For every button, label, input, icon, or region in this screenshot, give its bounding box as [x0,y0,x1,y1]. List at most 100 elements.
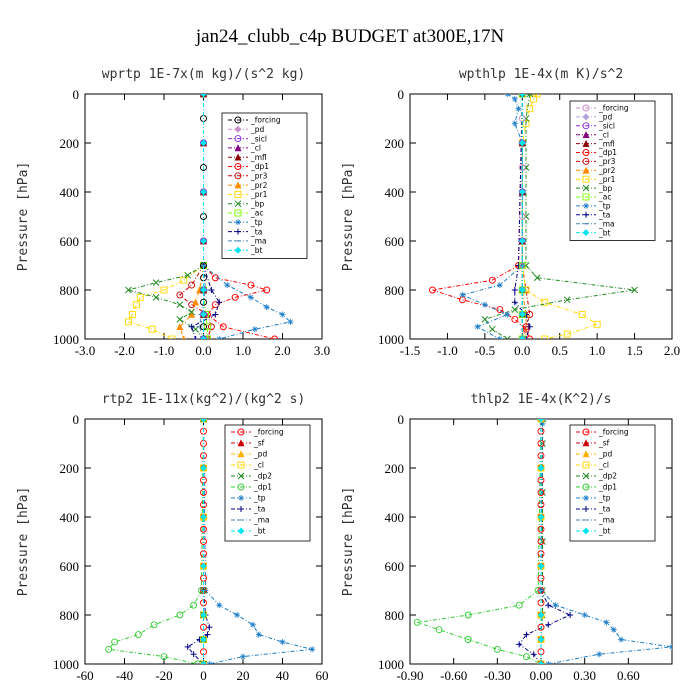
legend-marker [234,125,242,133]
legend-entry: _ac [598,193,611,202]
legend-entry: _tp [598,494,611,503]
legend-entry: _pd [598,113,613,122]
data-point [603,619,610,626]
legend-entry: _pd [250,125,265,134]
legend-marker [238,506,244,512]
data-point [216,602,223,609]
legend-marker [237,527,245,535]
legend-marker [582,527,590,535]
data-point [200,623,207,631]
data-point [176,291,184,299]
data-point [518,164,526,171]
x-tick-label: 2.0 [274,343,290,358]
data-point [234,612,241,618]
legend-entry: _dp2 [253,472,272,481]
legend-entry: _dp1 [598,483,617,492]
data-point [188,281,196,289]
data-point [537,513,545,521]
y-tick-label: 800 [385,283,405,298]
data-point [593,320,601,328]
legend-entry: _forcing [250,116,281,125]
data-point [539,538,546,545]
series-line-pr1 [127,94,204,339]
series-line-ac [203,94,208,339]
legend-entry: _ac [250,209,263,218]
legend-entry: _pr2 [250,181,268,190]
data-point [435,626,443,634]
series-line-tp [460,94,523,339]
data-point [200,525,207,533]
legend-marker [235,228,241,235]
data-point [596,651,603,658]
data-point [200,164,207,171]
data-point [200,660,207,664]
data-point [496,282,503,289]
series-line-tp [203,419,313,664]
data-point [669,643,672,650]
legend: _forcing _sf _pd _cl _dp2 _dp1 _tp _ta _ma _bt [224,424,311,542]
data-point [518,237,526,245]
legend-entry: _ta [598,211,610,220]
data-point [132,301,140,309]
data-point [522,164,530,171]
data-point [207,323,215,331]
x-tick-label: -0.5 [475,343,496,358]
x-tick-label: -0.90 [396,668,423,683]
x-tick-label: 3.0 [314,343,330,358]
data-point [176,611,184,619]
data-point [537,660,545,664]
data-point [200,636,207,643]
legend-entry: _tp [250,218,263,227]
data-point [526,105,534,113]
x-tick-label: 0.0 [514,343,530,358]
data-point [464,636,472,643]
y-tick-label: 1000 [53,332,79,347]
data-point [496,336,503,339]
data-point [541,298,549,306]
data-point [231,293,239,301]
legend-marker [582,113,590,121]
legend-marker [582,166,590,174]
data-point [216,299,223,306]
data-point [251,326,258,333]
legend-entry: _bt [598,228,611,237]
y-tick-label: 200 [60,461,80,476]
legend-entry: _ma [598,516,615,525]
legend-marker [582,439,590,447]
data-point [537,489,545,496]
data-point [203,335,211,339]
data-point [518,335,526,339]
x-tick-label: 2.0 [664,343,680,358]
legend-entry: _ma [250,237,267,246]
legend-marker [234,209,242,217]
data-point [200,513,207,521]
data-point [610,626,617,633]
legend: _forcing_pd_sicl_cl_mfl_dp1_pr3_pr2_pr1_… [569,100,656,241]
x-tick-label: 0.30 [573,668,596,683]
data-point [160,286,168,294]
data-point [518,188,526,196]
data-point [518,311,526,318]
data-point [247,294,254,301]
data-point [537,525,545,533]
data-point [563,296,571,304]
data-point [511,120,518,127]
data-point [203,323,211,331]
data-point [511,306,519,313]
data-point [279,638,286,645]
x-tick-label: 0.60 [617,668,640,683]
data-point [287,318,294,325]
data-point [200,311,207,318]
legend-entry: _dp2 [598,472,617,481]
data-point [530,651,537,658]
series-line-pr1 [521,94,599,339]
legend-marker [237,461,245,469]
legend-entry: _ma [598,219,615,228]
x-tick-label: -40 [116,668,133,683]
legend-entry: _sf [253,439,265,448]
data-point [192,298,200,306]
x-tick-label: 0.0 [195,343,211,358]
y-tick-label: 200 [60,136,80,151]
data-point [539,489,546,496]
series-line-ta [518,419,572,664]
